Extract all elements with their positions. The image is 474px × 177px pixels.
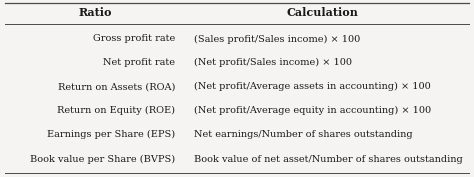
Text: Return on Assets (ROA): Return on Assets (ROA) — [58, 82, 175, 91]
Text: Return on Equity (ROE): Return on Equity (ROE) — [57, 106, 175, 115]
Text: Gross profit rate: Gross profit rate — [93, 35, 175, 43]
Text: Calculation: Calculation — [286, 7, 358, 18]
Text: (Sales profit/Sales income) × 100: (Sales profit/Sales income) × 100 — [194, 34, 361, 44]
Text: Book value per Share (BVPS): Book value per Share (BVPS) — [30, 155, 175, 164]
Text: (Net profit/Average equity in accounting) × 100: (Net profit/Average equity in accounting… — [194, 106, 431, 115]
Text: Book value of net asset/Number of shares outstanding: Book value of net asset/Number of shares… — [194, 155, 463, 164]
Text: Net earnings/Number of shares outstanding: Net earnings/Number of shares outstandin… — [194, 130, 413, 139]
Text: Ratio: Ratio — [78, 7, 111, 18]
Text: Net profit rate: Net profit rate — [103, 58, 175, 67]
Text: (Net profit/Sales income) × 100: (Net profit/Sales income) × 100 — [194, 58, 352, 67]
Text: (Net profit/Average assets in accounting) × 100: (Net profit/Average assets in accounting… — [194, 82, 431, 91]
Text: Earnings per Share (EPS): Earnings per Share (EPS) — [47, 130, 175, 139]
